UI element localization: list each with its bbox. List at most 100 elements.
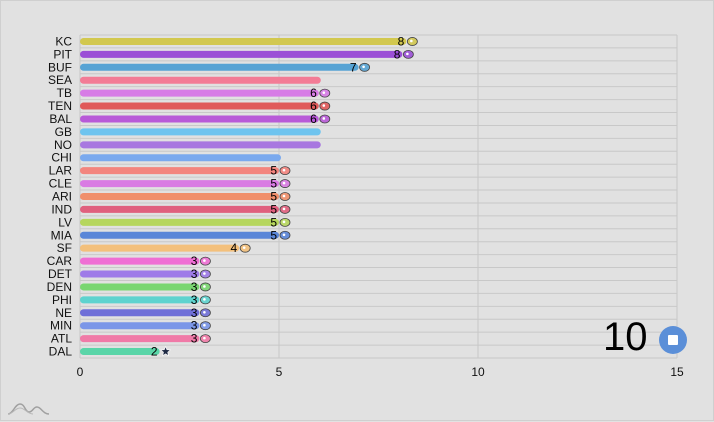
bar[interactable] [80, 283, 200, 291]
team-label: TEN [48, 99, 72, 113]
bar[interactable] [80, 231, 279, 239]
team-label: MIA [51, 228, 72, 242]
bar-row-den: DEN 3 [47, 280, 211, 294]
bar-row-ind: IND 5 [51, 202, 291, 216]
team-label: CLE [49, 177, 72, 191]
bar[interactable] [80, 76, 321, 84]
team-label: GB [55, 125, 72, 139]
team-label: LAR [49, 164, 73, 178]
bar[interactable] [80, 335, 200, 343]
car-panthers-logo-icon [199, 256, 211, 266]
ari-cardinals-logo-icon [279, 192, 291, 201]
bar[interactable] [80, 348, 160, 356]
bar[interactable] [80, 218, 279, 226]
buf-bills-logo-icon [359, 62, 371, 72]
team-label: PIT [53, 47, 72, 61]
dal-cowboys-logo-icon [160, 345, 172, 357]
bar[interactable] [80, 141, 321, 149]
bar[interactable] [80, 244, 240, 252]
bar-row-car: CAR 3 [47, 254, 211, 268]
value-label: 5 [270, 177, 277, 191]
x-tick-label: 15 [670, 365, 684, 379]
stop-icon [668, 335, 678, 345]
value-label: 4 [231, 241, 238, 255]
value-label: 6 [310, 99, 317, 113]
play-stop-button[interactable] [659, 326, 687, 354]
bar[interactable] [80, 102, 319, 110]
team-label: DAL [49, 345, 73, 359]
bar[interactable] [80, 154, 281, 162]
bar[interactable] [80, 128, 321, 136]
chart-grid [79, 34, 678, 359]
team-label: NE [55, 306, 72, 320]
bar-row-lar: LAR 5 [49, 164, 291, 178]
value-label: 3 [191, 280, 198, 294]
ten-titans-logo-icon [319, 101, 331, 111]
bar-row-lv: LV 5 [58, 215, 291, 229]
atl-falcons-logo-icon [199, 334, 211, 344]
value-label: 5 [270, 202, 277, 216]
team-label: SEA [48, 73, 72, 87]
mia-dolphins-logo-icon [279, 230, 291, 240]
value-label: 5 [270, 190, 277, 204]
frame-counter: 10 [603, 315, 648, 359]
bar[interactable] [80, 50, 403, 58]
bar[interactable] [80, 270, 200, 278]
value-label: 5 [270, 215, 277, 229]
bar[interactable] [80, 89, 319, 97]
bar[interactable] [80, 205, 279, 213]
x-tick-label: 0 [77, 365, 84, 379]
bar-row-buf: BUF 7 [48, 60, 371, 74]
value-label: 5 [270, 164, 277, 178]
bar-row-tb: TB 6 [57, 86, 331, 100]
value-label: 5 [270, 228, 277, 242]
team-label: KC [55, 34, 72, 48]
bar-row-cle: CLE 5 [49, 177, 291, 191]
bar-row-det: DET 3 [48, 267, 211, 281]
bar[interactable] [80, 322, 200, 330]
team-label: CHI [51, 151, 72, 165]
bar[interactable] [80, 309, 200, 317]
lar-rams-logo-icon [279, 166, 291, 176]
tb-buccaneers-logo-icon [319, 88, 331, 98]
team-label: IND [51, 202, 72, 216]
sf-49ers-logo-icon [239, 243, 251, 253]
min-vikings-logo-icon [199, 321, 211, 331]
team-label: DEN [47, 280, 72, 294]
value-label: 3 [191, 332, 198, 346]
bar-row-dal: DAL 2 [49, 345, 172, 359]
team-label: CAR [47, 254, 73, 268]
bar[interactable] [80, 193, 279, 200]
value-label: 3 [191, 254, 198, 268]
team-label: LV [58, 215, 72, 229]
bar[interactable] [80, 257, 200, 265]
bar[interactable] [80, 63, 359, 71]
value-label: 6 [310, 112, 317, 126]
team-label: BAL [49, 112, 72, 126]
ne-patriots-logo-icon [199, 308, 211, 318]
ind-colts-logo-icon [279, 205, 291, 214]
amcharts-logo-icon[interactable] [7, 400, 51, 416]
team-label: NO [54, 138, 72, 152]
team-label: SF [57, 241, 72, 255]
value-label: 8 [398, 34, 405, 48]
bar-row-chi: CHI [51, 151, 281, 165]
bar[interactable] [80, 296, 200, 304]
bar[interactable] [80, 115, 319, 123]
bar-row-mia: MIA 5 [51, 228, 291, 242]
lv-raiders-logo-icon [279, 217, 291, 227]
bar-row-ne: NE 3 [55, 306, 211, 320]
bar[interactable] [80, 180, 279, 188]
bar-row-ari: ARI 5 [52, 190, 291, 204]
bar-row-atl: ATL 3 [51, 332, 211, 346]
bal-ravens-logo-icon [319, 114, 331, 124]
value-label: 2 [151, 345, 158, 359]
x-tick-label: 5 [276, 365, 283, 379]
bar[interactable] [80, 37, 407, 45]
value-label: 7 [350, 60, 357, 74]
x-axis-ticks: 0 5 10 15 [77, 365, 684, 379]
team-label: PHI [52, 293, 72, 307]
bar[interactable] [80, 167, 279, 175]
value-label: 3 [191, 319, 198, 333]
